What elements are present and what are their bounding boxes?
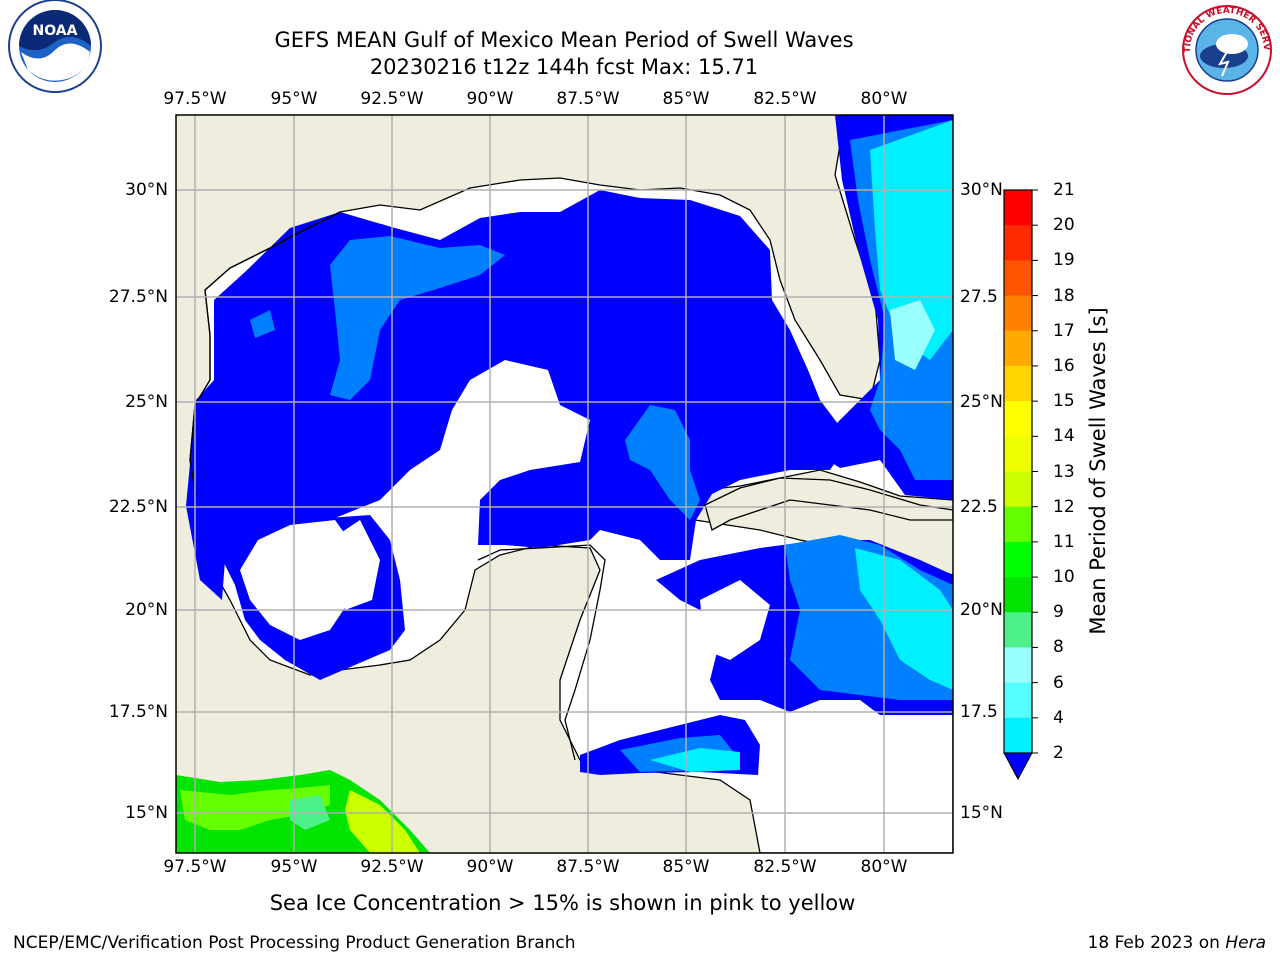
lon-tick-bottom: 87.5°W — [556, 857, 620, 877]
colorbar-segment — [1004, 190, 1032, 226]
contour-12-13s-pacific — [345, 790, 420, 853]
colorbar-tick-label: 8 — [1053, 637, 1064, 658]
colorbar-segment — [1004, 365, 1032, 402]
footer-credit: NCEP/EMC/Verification Post Processing Pr… — [13, 933, 576, 953]
colorbar-label: Mean Period of Swell Waves [s] — [1086, 307, 1110, 635]
colorbar-segment — [1004, 506, 1032, 543]
yucatan-coastline — [477, 544, 606, 761]
contour-4-6s-central — [625, 405, 700, 520]
colorbar-tick-label: 15 — [1053, 391, 1075, 412]
lon-tick-bottom: 92.5°W — [360, 857, 424, 877]
chart-subtitle-forecast: 20230216 t12z 144h fcst Max: 15.71 — [369, 55, 759, 79]
colorbar-tick-label: 21 — [1053, 180, 1075, 200]
colorbar-segment — [1004, 330, 1032, 367]
colorbar-tick-label: 13 — [1053, 461, 1075, 482]
contour-8-9s-florida — [890, 300, 935, 370]
colorbar-segment — [1004, 471, 1032, 508]
lat-tick-right: 25°N — [960, 392, 1003, 412]
colorbar-segment — [1004, 541, 1032, 578]
footer-date: 18 Feb 2023 on Hera — [1088, 933, 1266, 953]
lon-tick-top: 90°W — [466, 89, 514, 109]
swell-region-caribbean — [656, 540, 953, 715]
colorbar-tick-label: 2 — [1053, 743, 1064, 763]
colorbar-extension — [1003, 752, 1033, 781]
north-gulf-coastline — [189, 211, 341, 497]
lat-tick-left: 20°N — [125, 600, 168, 620]
colorbar-segment — [1004, 682, 1032, 719]
sea-ice-note: Sea Ice Concentration > 15% is shown in … — [269, 891, 856, 915]
colorbar-tick-label: 17 — [1053, 320, 1075, 341]
colorbar-segment — [1004, 260, 1032, 297]
lon-tick-top: 95°W — [270, 89, 318, 109]
colorbar-tick-label: 12 — [1053, 496, 1075, 517]
colorbar-tick-label: 16 — [1053, 355, 1075, 376]
lon-tick-bottom: 85°W — [662, 857, 710, 877]
colorbar-segment — [1004, 295, 1032, 332]
lat-tick-left: 30°N — [125, 180, 168, 200]
footer-host: Hera — [1225, 933, 1266, 953]
colorbar-segment — [1004, 436, 1032, 472]
contour-4-6s-atlantic — [850, 120, 953, 480]
lat-tick-right: 20°N — [960, 600, 1003, 620]
contour-6-8s-atlantic — [870, 120, 953, 360]
map-panel — [176, 115, 953, 853]
lat-tick-right: 27.5 — [960, 287, 998, 307]
cuba-coastline — [704, 477, 953, 531]
lat-tick-left: 25°N — [125, 392, 168, 412]
contour-6-8s-caribbean — [855, 548, 953, 690]
map-frame — [175, 114, 954, 854]
colorbar-segment — [1004, 225, 1032, 261]
lon-tick-top: 82.5°W — [753, 89, 817, 109]
colorbar-tick-label: 20 — [1053, 215, 1075, 236]
lat-tick-right: 17.5 — [960, 702, 998, 722]
colorbar-segment — [1004, 717, 1032, 754]
lat-tick-left: 15°N — [125, 803, 168, 823]
colorbar-segment — [1004, 647, 1032, 684]
contour-4-6s-caribbean — [785, 535, 953, 700]
map-gridlines — [176, 115, 953, 853]
swell-region-atlantic — [820, 115, 953, 500]
colorbar — [1003, 189, 1038, 781]
gulf-of-mexico-ocean — [189, 115, 953, 853]
contour-4-6s-north — [330, 236, 505, 400]
swell-region-honduras — [580, 715, 760, 775]
colorbar-frame — [1003, 189, 1033, 754]
swell-region-south-gulf — [220, 515, 405, 680]
chart-title: GEFS MEAN Gulf of Mexico Mean Period of … — [274, 28, 854, 52]
lon-tick-bottom: 95°W — [270, 857, 318, 877]
colorbar-tick-label: 4 — [1053, 707, 1064, 728]
lon-tick-top: 92.5°W — [360, 89, 424, 109]
lat-tick-right: 15°N — [960, 803, 1003, 823]
footer-date-text: 18 Feb 2023 on — [1087, 933, 1226, 953]
lon-tick-bottom: 90°W — [466, 857, 514, 877]
lon-tick-top: 87.5°W — [556, 89, 620, 109]
colorbar-tick-label: 18 — [1053, 285, 1075, 306]
colorbar-segment — [1004, 577, 1032, 613]
swell-region-pacific — [176, 770, 430, 853]
colorbar-segment — [1004, 612, 1032, 648]
colorbar-tick-label: 6 — [1053, 672, 1064, 693]
colorbar-segment — [1004, 401, 1032, 437]
lon-tick-bottom: 80°W — [860, 857, 908, 877]
colorbar-tick-label: 11 — [1053, 531, 1075, 552]
swell-region-main — [186, 190, 850, 600]
colorbar-tick-label: 9 — [1053, 602, 1064, 623]
colorbar-tick-label: 10 — [1053, 567, 1075, 588]
lon-tick-top: 85°W — [662, 89, 710, 109]
colorbar-tick-label: 19 — [1053, 250, 1075, 271]
lat-tick-left: 22.5°N — [108, 497, 168, 517]
colorbar-tick-label: 14 — [1053, 426, 1075, 447]
lat-tick-left: 27.5°N — [108, 287, 168, 307]
lat-tick-right: 22.5 — [960, 497, 998, 517]
lon-tick-bottom: 82.5°W — [753, 857, 817, 877]
lon-tick-bottom: 97.5°W — [163, 857, 227, 877]
land-background — [176, 115, 953, 853]
lon-tick-top: 97.5°W — [163, 89, 227, 109]
lon-tick-top: 80°W — [860, 89, 908, 109]
lat-tick-right: 30°N — [960, 180, 1003, 200]
lat-tick-left: 17.5°N — [108, 702, 168, 722]
